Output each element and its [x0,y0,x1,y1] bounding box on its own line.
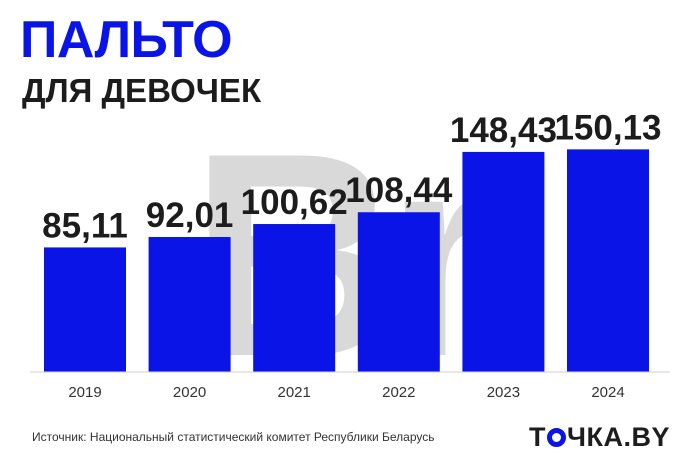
value-label: 85,11 [42,206,128,245]
bar-2021 [253,224,336,372]
x-tick-label: 2022 [382,384,415,401]
value-label: 108,44 [345,171,453,210]
bar-2019 [44,247,126,372]
x-tick-labels: 2019 2020 2021 2022 2023 2024 [68,384,624,401]
chart-title: ПАЛЬТО [20,11,233,69]
logo-text-left: Т [529,422,547,452]
currency-watermark: Br [190,93,494,417]
chart-subtitle: ДЛЯ ДЕВОЧЕК [22,72,262,109]
bar-2023 [462,151,545,372]
bar-2022 [357,212,440,372]
value-label: 148,43 [450,111,557,150]
value-label: 92,01 [146,196,234,235]
x-tick-label: 2023 [487,384,520,401]
x-tick-label: 2019 [68,384,101,401]
logo-ring-icon [547,428,567,447]
bar-2024 [567,149,649,372]
source-note: Источник: Национальный статистический ко… [32,430,435,444]
x-tick-label: 2024 [591,384,624,401]
brand-logo: Т ЧКА.BY [529,422,670,453]
value-label: 150,13 [554,108,661,147]
bars-group [44,149,649,372]
value-label: 100,62 [241,183,348,222]
x-tick-label: 2020 [173,384,206,401]
logo-text-right: ЧКА.BY [567,422,670,452]
x-tick-label: 2021 [278,384,311,401]
bar-2020 [148,237,231,372]
